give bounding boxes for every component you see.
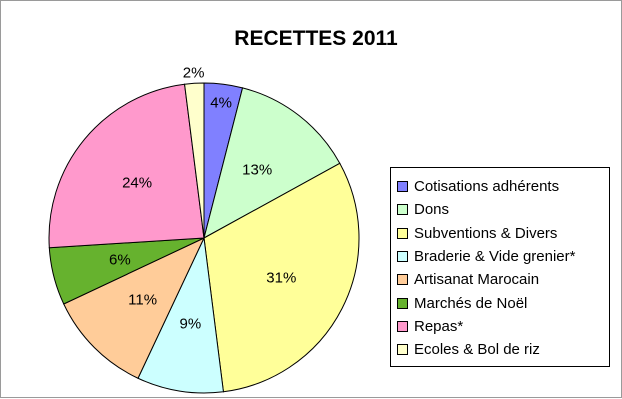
legend-label: Braderie & Vide grenier* — [414, 248, 576, 266]
pie-slice-artisanat-marocain — [63, 236, 206, 379]
legend-swatch — [397, 227, 408, 239]
legend-swatch — [397, 320, 408, 332]
legend-label: Repas* — [414, 317, 464, 335]
chart-title: RECETTES 2011 — [234, 27, 398, 50]
data-label-artisanat-marocain: 11% — [128, 291, 157, 308]
legend-item-subventions-divers: Subventions & Divers — [397, 222, 603, 245]
pie-slice-subventions-divers — [203, 162, 360, 393]
data-label-ecoles-bol-de-riz: 2% — [183, 64, 205, 81]
legend-item-ecoles-bol-de-riz: Ecoles & Bol de riz — [397, 338, 603, 361]
pie-slice-repas — [48, 83, 205, 249]
legend-label: Cotisations adhérents — [414, 178, 560, 196]
legend-item-cotisations-adherents: Cotisations adhérents — [397, 175, 603, 198]
legend-swatch — [397, 274, 408, 286]
legend-label: Subventions & Divers — [414, 224, 558, 242]
legend-item-artisanat-marocain: Artisanat Marocain — [397, 268, 603, 291]
legend-item-repas: Repas* — [397, 315, 603, 338]
legend-swatch — [397, 204, 408, 216]
data-label-braderie-vide-grenier: 9% — [180, 316, 202, 333]
legend-swatch — [397, 297, 408, 309]
legend-item-marches-de-noel: Marchés de Noël — [397, 291, 603, 314]
legend: Cotisations adhérents Dons Subventions & D… — [390, 167, 610, 367]
data-label-repas: 24% — [122, 175, 152, 192]
data-label-dons: 13% — [242, 161, 272, 178]
legend-label: Marchés de Noël — [414, 294, 528, 312]
legend-item-dons: Dons — [397, 198, 603, 221]
pie-slice-dons — [203, 87, 341, 239]
legend-label: Dons — [414, 201, 450, 219]
pie-slice-braderie-vide-grenier — [137, 236, 224, 394]
legend-label: Ecoles & Bol de riz — [414, 341, 540, 359]
data-label-subventions-divers: 31% — [266, 269, 296, 286]
legend-item-braderie-vide-grenier: Braderie & Vide grenier* — [397, 245, 603, 268]
legend-swatch — [397, 181, 408, 193]
legend-label: Artisanat Marocain — [414, 271, 540, 289]
legend-swatch — [397, 251, 408, 263]
pie-slice-ecoles-bol-de-riz — [184, 82, 205, 239]
data-label-marches-de-noel: 6% — [109, 252, 131, 269]
legend-swatch — [397, 344, 408, 356]
data-label-cotisations-adherents: 4% — [210, 95, 232, 112]
